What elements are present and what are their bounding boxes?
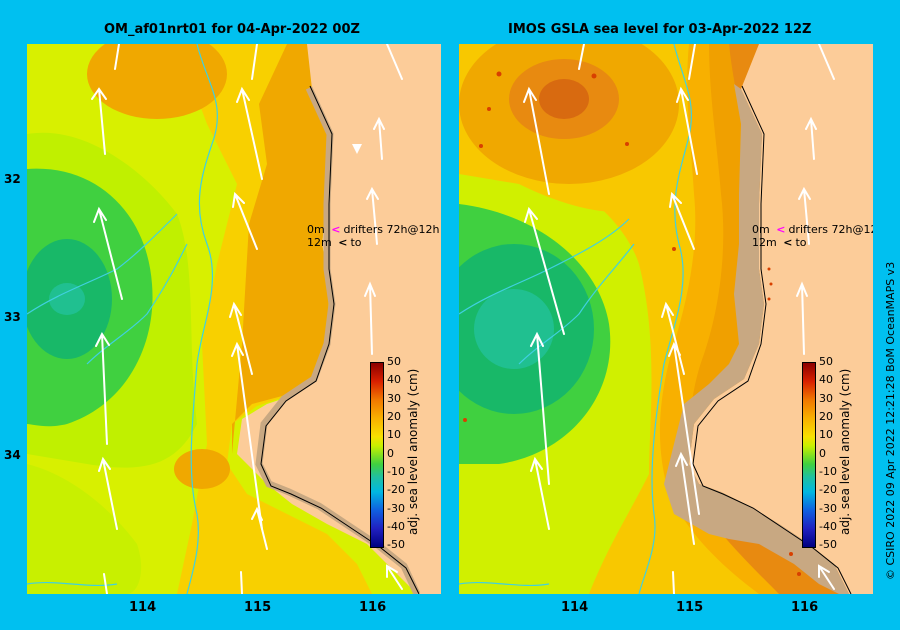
south-green [27,464,142,594]
lon-label-116-left: 116 [359,600,387,615]
legend-depth-12m: 12m [307,236,332,249]
current-arrow-small [352,144,362,154]
cb-tick: 10 [819,428,833,441]
legend-depth-0m: 0m [307,223,325,236]
green-eddy-center [474,289,554,369]
legend-text-drifters: drifters 72h@12h [343,223,440,236]
river-4 [459,581,550,587]
legend-depth-0m: 0m [752,223,770,236]
colorbar-ticks-right: 50 40 30 20 10 0 -10 -20 -30 -40 -50 [819,356,849,556]
coast-strip [255,86,421,594]
coastline [692,85,852,594]
map-panel-observed: 0m <drifters 72h@12h 12m <to [459,44,873,594]
legend-marker-black: < [338,236,348,249]
cb-tick: 20 [387,410,401,423]
legend-marker-magenta: < [331,223,341,236]
cb-tick: 40 [819,373,833,386]
orange-band [232,44,332,454]
drifter-dots [463,71,801,576]
cb-tick: -10 [387,465,405,478]
land-mass [257,44,441,594]
orange-blob-mid [174,449,230,489]
river-4 [27,581,118,587]
cb-tick: 20 [819,410,833,423]
river-3 [86,243,188,365]
coastline [260,85,420,594]
legend-depth-12m: 12m [752,236,777,249]
lon-label-115-right: 115 [676,600,704,615]
cb-tick: 0 [387,447,394,460]
credit-text: © CSIRO 2022 09 Apr 2022 12:21:28 BoM Oc… [884,261,897,580]
orange-blob-north-center [539,79,589,119]
lon-label-114-left: 114 [129,600,157,615]
colorbar-right [802,362,816,548]
cb-tick: -20 [387,483,405,496]
cb-tick: 30 [819,392,833,405]
current-arrows [523,44,835,594]
lon-label-116-right: 116 [791,600,819,615]
legend-text-to: to [350,236,362,249]
legend-text-drifters: drifters 72h@12h [788,223,873,236]
legend-marker-black: < [783,236,793,249]
colorbar-label-left: adj. sea level anomaly (cm) [406,368,420,535]
river-2 [27,213,178,315]
cb-tick: -50 [387,538,405,551]
title-left: OM_af01nrt01 for 04-Apr-2022 00Z [104,22,360,37]
sea-level-map-model [27,44,441,594]
lat-label-32: 32 [4,172,21,186]
cb-tick: 0 [819,447,826,460]
cb-tick: -50 [819,538,837,551]
cb-tick: -30 [819,502,837,515]
lat-label-34: 34 [4,448,21,462]
legend-row-2: 12m < to [307,236,361,249]
cb-tick: -40 [819,520,837,533]
shelf-fringe [664,84,849,594]
river-2 [459,218,630,315]
legend-row-1: 0m <drifters 72h@12h [752,223,873,236]
lon-label-114-right: 114 [561,600,589,615]
legend-row-1: 0m <drifters 72h@12h [307,223,439,236]
map-panel-model: 0m < drifters 72h@12h 12m < to [27,44,441,594]
cb-tick: -20 [819,483,837,496]
current-arrows [91,44,403,594]
colorbar-left [370,362,384,548]
legend-text-to: to [795,236,807,249]
cb-tick: -30 [387,502,405,515]
cb-tick: 10 [387,428,401,441]
cb-tick: 50 [819,355,833,368]
sea-level-map-observed [459,44,873,594]
cb-tick: 40 [387,373,401,386]
legend-row-2: 12m < to [752,236,806,249]
cb-tick: 30 [387,392,401,405]
green-eddy-center [49,283,85,315]
land-mass [689,44,873,594]
lon-label-115-left: 115 [244,600,272,615]
colorbar-label-right: adj. sea level anomaly (cm) [838,368,852,535]
lat-label-33: 33 [4,310,21,324]
orange-blob-north [87,44,227,119]
title-right: IMOS GSLA sea level for 03-Apr-2022 12Z [508,22,812,37]
cb-tick: -40 [387,520,405,533]
cb-tick: 50 [387,355,401,368]
cb-tick: -10 [819,465,837,478]
river-1 [186,44,218,594]
legend-marker-magenta: < [776,223,786,236]
colorbar-ticks-left: 50 40 30 20 10 0 -10 -20 -30 -40 -50 [387,356,417,556]
